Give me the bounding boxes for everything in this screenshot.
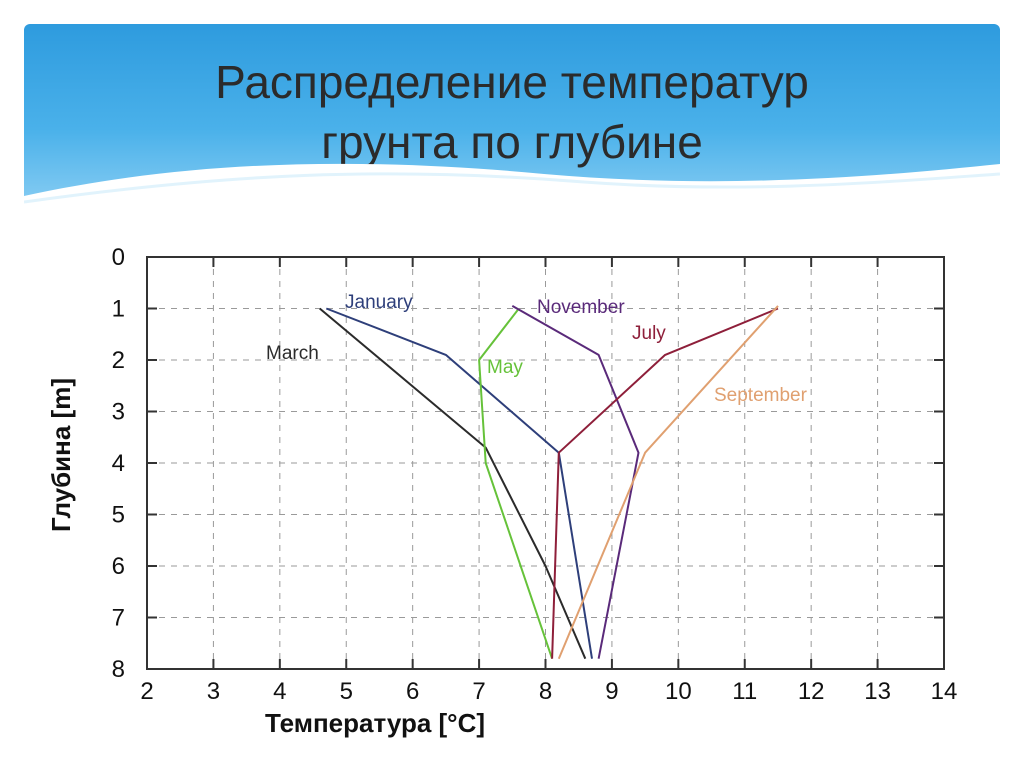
series-labels: January March May November July September: [266, 292, 808, 406]
x-tick-label: 4: [273, 678, 286, 705]
series-lines: [319, 305, 779, 660]
series-label-march: March: [266, 343, 319, 364]
x-tick-label: 3: [207, 678, 220, 705]
series-line-may: [478, 307, 554, 660]
x-tick-label: 12: [798, 678, 825, 705]
x-tick-label: 14: [931, 678, 958, 705]
x-axis-title: Температура [°C]: [265, 708, 485, 738]
x-tick-label: 6: [406, 678, 419, 705]
y-tick-label: 0: [112, 244, 125, 271]
x-tick-label: 5: [340, 678, 353, 705]
grid: [147, 257, 944, 669]
x-tick-label: 13: [864, 678, 891, 705]
series-label-september: September: [714, 385, 808, 406]
slide-title-line-1: Распределение температур: [215, 56, 809, 108]
y-tick-label: 8: [112, 656, 125, 683]
y-tick-label: 1: [112, 296, 125, 323]
slide-header: Распределение температур грунта по глуби…: [24, 24, 1000, 216]
x-tick-label: 9: [605, 678, 618, 705]
x-tick-label: 2: [140, 678, 153, 705]
slide-title-line-2: грунта по глубине: [321, 116, 703, 168]
series-line-march: [319, 307, 587, 660]
header-wave-decoration: [24, 163, 1000, 216]
y-tick-label: 2: [112, 347, 125, 374]
x-tick-label: 7: [472, 678, 485, 705]
y-tick-label: 6: [112, 553, 125, 580]
series-label-may: May: [487, 357, 523, 378]
x-tick-labels: 2 3 4 5 6 7 8 9 10 11 12 13 14: [140, 678, 957, 705]
slide-title: Распределение температур грунта по глуби…: [24, 52, 1000, 172]
y-axis-title: Глубина [m]: [46, 378, 76, 532]
series-line-january: [325, 307, 593, 659]
x-tick-label: 8: [539, 678, 552, 705]
series-line-november: [511, 305, 640, 659]
y-tick-label: 3: [112, 399, 125, 426]
series-label-january: January: [345, 292, 413, 313]
y-tick-label: 5: [112, 502, 125, 529]
axis-ticks: [146, 256, 945, 670]
y-tick-labels: 0 1 2 3 4 5 6 7 8: [112, 244, 125, 683]
series-line-july: [551, 307, 779, 659]
series-label-november: November: [537, 297, 625, 318]
y-tick-label: 7: [112, 605, 125, 632]
x-tick-label: 11: [732, 678, 757, 705]
series-line-september: [557, 305, 779, 660]
x-tick-label: 10: [665, 678, 692, 705]
y-tick-label: 4: [112, 450, 125, 477]
series-label-july: July: [632, 323, 666, 344]
